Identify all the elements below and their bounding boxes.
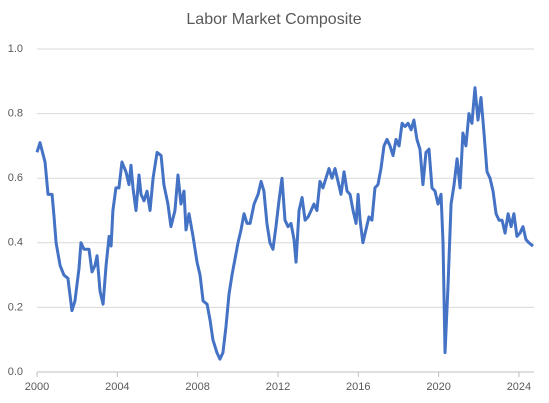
x-tick-label: 2016 [346, 381, 370, 393]
y-tick-label: 0.8 [8, 108, 23, 120]
y-tick-label: 1.0 [8, 43, 23, 55]
y-tick-label: 0.4 [8, 237, 23, 249]
chart-title: Labor Market Composite [186, 11, 361, 28]
y-tick-label: 0.2 [8, 301, 23, 313]
x-tick-label: 2024 [507, 381, 531, 393]
y-tick-label: 0.6 [8, 172, 23, 184]
x-tick-label: 2012 [266, 381, 290, 393]
x-tick-label: 2000 [25, 381, 49, 393]
x-tick-label: 2020 [426, 381, 450, 393]
x-tick-label: 2008 [185, 381, 209, 393]
x-tick-label: 2004 [105, 381, 129, 393]
y-tick-label: 0.0 [8, 366, 23, 378]
line [35, 86, 534, 361]
